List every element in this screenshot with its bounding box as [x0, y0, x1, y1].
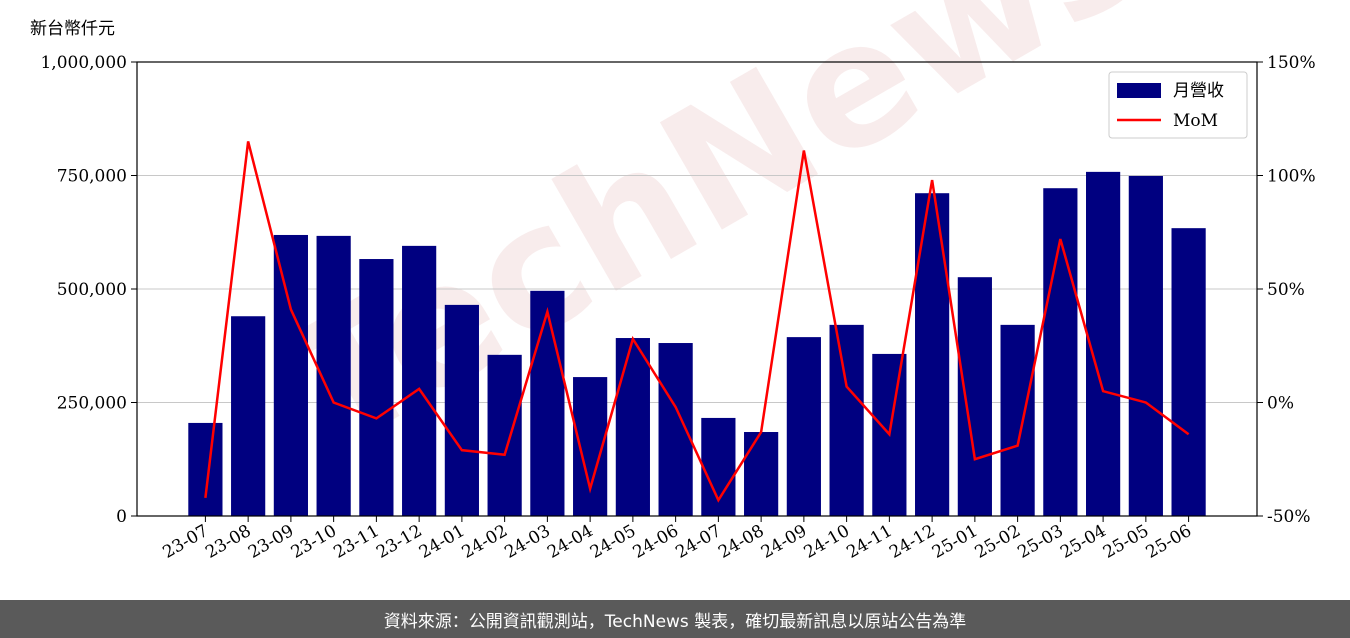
- x-tick-label: 24-06: [630, 521, 682, 563]
- bar: [829, 324, 864, 516]
- bar: [188, 422, 223, 516]
- x-tick-label: 24-07: [672, 521, 724, 563]
- x-tick-label: 25-06: [1143, 521, 1195, 563]
- legend-label: 月營收: [1173, 81, 1224, 101]
- bar: [1000, 324, 1035, 516]
- x-tick-label: 24-12: [886, 521, 938, 563]
- x-tick-label: 23-07: [159, 521, 211, 563]
- bar: [530, 290, 565, 516]
- x-tick-label: 24-08: [715, 521, 767, 563]
- chart: TechNews 新台幣仟元 0 250,000 500,000 750,000 1,0…: [30, 0, 1316, 563]
- y2-tick-label: -50%: [1267, 507, 1311, 527]
- watermark: TechNews: [257, 0, 1176, 488]
- bar: [658, 343, 693, 516]
- bar: [1043, 188, 1078, 516]
- bar: [1086, 171, 1121, 517]
- x-tick-label: 24-10: [801, 521, 853, 563]
- bar: [615, 338, 650, 516]
- x-tick-label: 23-08: [202, 521, 254, 563]
- y-tick-label: 750,000: [57, 167, 127, 187]
- x-tick-label: 25-04: [1057, 521, 1109, 563]
- x-tick-label: 24-09: [758, 521, 810, 563]
- y2-tick-label: 150%: [1267, 53, 1316, 73]
- x-tick-label: 24-02: [459, 521, 511, 563]
- x-tick-label: 24-11: [843, 521, 895, 563]
- x-tick-label: 25-02: [972, 521, 1024, 563]
- bar: [359, 259, 394, 516]
- plot-frame: [136, 61, 1258, 517]
- x-tick-label: 24-03: [501, 521, 553, 563]
- y-axis-label: 新台幣仟元: [30, 19, 115, 39]
- bar: [786, 337, 821, 516]
- y2-tick-label: 100%: [1267, 167, 1316, 187]
- legend-label: MoM: [1173, 111, 1218, 131]
- y2-tick-label: 0%: [1267, 394, 1294, 414]
- x-tick-label: 25-03: [1014, 521, 1066, 563]
- bar: [273, 234, 308, 516]
- bar: [1171, 228, 1206, 516]
- x-tick-label: 23-10: [288, 521, 340, 563]
- bar: [231, 316, 266, 516]
- y-tick-label: 250,000: [57, 394, 127, 414]
- x-tick-label: 23-12: [373, 521, 425, 563]
- y-tick-label: 0: [116, 507, 127, 527]
- bar: [1128, 175, 1163, 517]
- bar: [402, 245, 437, 516]
- line: [204, 141, 1190, 503]
- y-tick-label: 1,000,000: [40, 53, 127, 73]
- bar: [915, 193, 950, 516]
- y-tick-label: 500,000: [57, 280, 127, 300]
- footer: 資料來源：公開資訊觀測站，TechNews 製表，確切最新訊息以原站公告為準: [0, 600, 1350, 638]
- legend-swatch: [1117, 83, 1161, 98]
- x-tick-label: 25-01: [929, 521, 981, 563]
- y2-tick-label: 50%: [1267, 280, 1305, 300]
- bar: [744, 432, 779, 516]
- bar: [487, 354, 522, 516]
- x-tick-label: 24-04: [544, 521, 596, 563]
- bar: [444, 304, 479, 516]
- x-tick-label: 23-09: [245, 521, 297, 563]
- x-tick-label: 23-11: [330, 521, 382, 563]
- x-tick-label: 25-05: [1100, 521, 1152, 563]
- x-tick-label: 24-01: [416, 521, 468, 563]
- x-tick-label: 24-05: [587, 521, 639, 563]
- bar: [957, 277, 992, 516]
